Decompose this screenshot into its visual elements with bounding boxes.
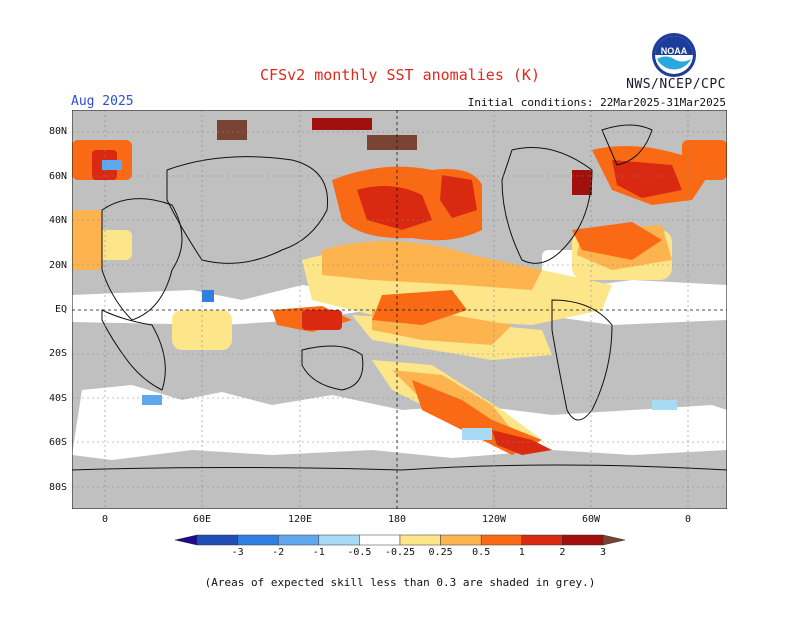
- colorbar-tick-label: -1: [312, 547, 325, 558]
- colorbar-swatch: [399, 534, 441, 546]
- colorbar-tick-label: 0.25: [428, 547, 453, 558]
- target-month: Aug 2025: [71, 94, 134, 109]
- lon-label-120w: 120W: [481, 514, 507, 525]
- skill-footnote: (Areas of expected skill less than 0.3 a…: [204, 576, 596, 589]
- colorbar: [175, 534, 625, 546]
- colorbar-swatch: [480, 534, 523, 546]
- colorbar-tick-label: 2: [559, 547, 566, 558]
- colorbar-swatch: [277, 534, 320, 546]
- colorbar-tick-label: -0.25: [384, 547, 416, 558]
- colorbar-max-arrow: [602, 534, 625, 546]
- organization-label: NWS/NCEP/CPC: [626, 77, 726, 92]
- colorbar-swatch: [318, 534, 360, 546]
- lat-label-60s: 60S: [48, 437, 67, 448]
- colorbar-swatch: [521, 534, 563, 546]
- lon-label-60e: 60E: [192, 514, 212, 525]
- colorbar-swatch: [562, 534, 604, 546]
- sst-anomaly-map: [72, 110, 727, 509]
- lat-label-20s: 20S: [48, 348, 67, 359]
- reference-lines: [72, 110, 727, 509]
- coastlines: [72, 124, 727, 471]
- lat-label-40s: 40S: [48, 393, 67, 404]
- lon-label-120e: 120E: [287, 514, 313, 525]
- colorbar-tick-label: -2: [272, 547, 285, 558]
- colorbar-swatch: [237, 534, 279, 546]
- lat-label-20n: 20N: [48, 260, 67, 271]
- logo-text: NOAA: [661, 46, 688, 56]
- map-title: CFSv2 monthly SST anomalies (K): [260, 66, 540, 84]
- anomaly-blue: [102, 160, 677, 440]
- lon-label-0-east: 0: [684, 514, 692, 525]
- anomaly-red: [92, 150, 682, 455]
- lat-label-60n: 60N: [48, 171, 67, 182]
- colorbar-tick-label: 3: [599, 547, 607, 558]
- colorbar-swatch: [440, 534, 482, 546]
- colorbar-tick-label: 1: [518, 547, 525, 558]
- colorbar-tick-label: -0.5: [347, 547, 372, 558]
- colorbar-tick-label: -3: [231, 547, 244, 558]
- lon-label-180: 180: [387, 514, 407, 525]
- lat-label-40n: 40N: [48, 215, 67, 226]
- noaa-logo: NOAA: [652, 33, 696, 77]
- graticule: [72, 110, 727, 509]
- colorbar-swatch: [196, 534, 238, 546]
- colorbar-min-arrow: [175, 534, 198, 546]
- lon-label-60w: 60W: [581, 514, 601, 525]
- colorbar-tick-label: 0.5: [472, 547, 491, 558]
- colorbar-swatch: [359, 534, 401, 546]
- lat-label-80n: 80N: [48, 126, 67, 137]
- lon-label-0-west: 0: [101, 514, 109, 525]
- initial-conditions: Initial conditions: 22Mar2025-31Mar2025: [467, 96, 726, 109]
- lat-label-80s: 80S: [48, 482, 67, 493]
- lat-label-eq: EQ: [54, 304, 67, 315]
